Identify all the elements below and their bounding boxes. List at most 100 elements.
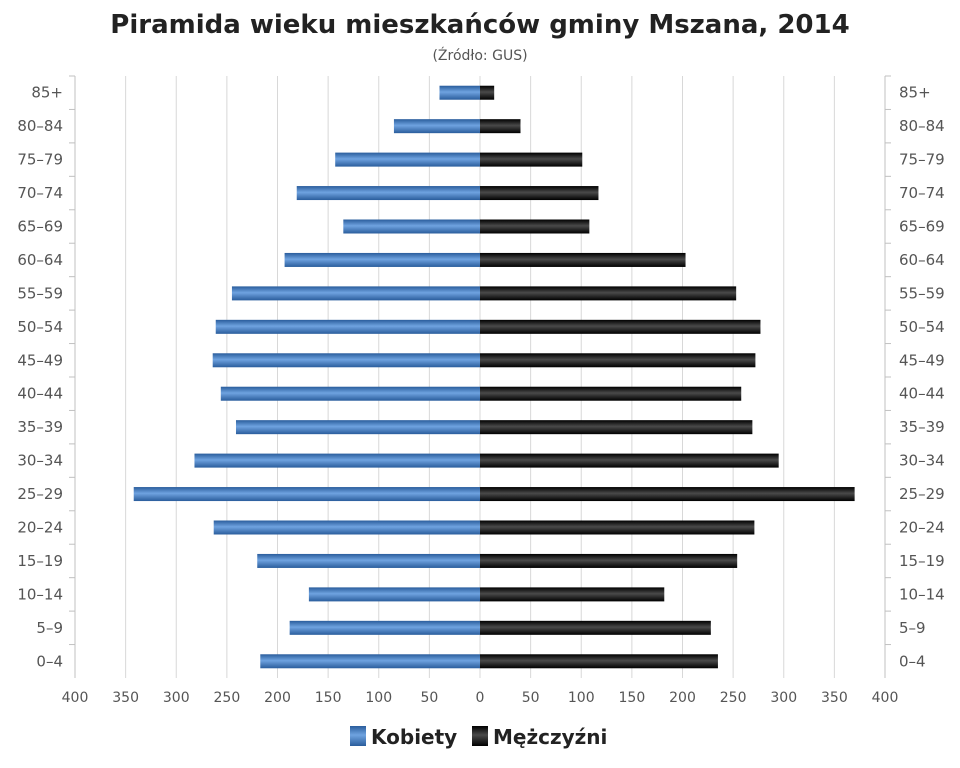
bar-kobiety bbox=[235, 420, 480, 435]
y-category-label-left: 65–69 bbox=[17, 218, 63, 236]
y-category-label-right: 55–59 bbox=[899, 284, 945, 302]
bar-kobiety bbox=[212, 353, 480, 368]
y-category-label-right: 70–74 bbox=[899, 184, 945, 202]
bar-kobiety bbox=[194, 453, 480, 468]
chart-subtitle: (Źródło: GUS) bbox=[432, 46, 527, 64]
y-category-label-right: 45–49 bbox=[899, 351, 945, 369]
x-tick-label: 100 bbox=[365, 690, 392, 706]
legend-label: Kobiety bbox=[371, 725, 457, 749]
legend: Kobiety Mężczyźni bbox=[350, 725, 607, 749]
y-category-label-right: 0–4 bbox=[899, 652, 926, 670]
y-category-label-right: 30–34 bbox=[899, 452, 945, 470]
x-tick-label: 300 bbox=[770, 690, 797, 706]
bar-mezczyzni bbox=[480, 219, 590, 234]
bar-mezczyzni bbox=[480, 152, 583, 167]
bar-mezczyzni bbox=[480, 386, 742, 401]
y-category-label-left: 80–84 bbox=[17, 117, 63, 135]
bar-kobiety bbox=[213, 520, 480, 535]
chart-title: Piramida wieku mieszkańców gminy Mszana,… bbox=[110, 10, 849, 40]
y-category-label-right: 5–9 bbox=[899, 619, 926, 637]
bar-mezczyzni bbox=[480, 420, 753, 435]
bar-mezczyzni bbox=[480, 353, 756, 368]
legend-label: Mężczyźni bbox=[493, 725, 607, 749]
bar-mezczyzni bbox=[480, 654, 718, 669]
bar-mezczyzni bbox=[480, 252, 686, 267]
y-category-label-left: 5–9 bbox=[36, 619, 63, 637]
bar-mezczyzni bbox=[480, 119, 521, 134]
bar-kobiety bbox=[439, 85, 480, 100]
bar-kobiety bbox=[393, 119, 480, 134]
bar-kobiety bbox=[343, 219, 480, 234]
bar-mezczyzni bbox=[480, 587, 665, 602]
x-tick-label: 250 bbox=[214, 690, 241, 706]
y-category-label-left: 10–14 bbox=[17, 585, 63, 603]
y-category-label-right: 25–29 bbox=[899, 485, 945, 503]
y-category-label-right: 75–79 bbox=[899, 151, 945, 169]
legend-swatch bbox=[472, 726, 488, 746]
bar-kobiety bbox=[296, 186, 480, 201]
bar-mezczyzni bbox=[480, 553, 738, 568]
y-category-label-left: 30–34 bbox=[17, 452, 63, 470]
bar-kobiety bbox=[220, 386, 481, 401]
bars-layer bbox=[133, 85, 855, 669]
y-category-label-right: 15–19 bbox=[899, 552, 945, 570]
x-tick-label: 100 bbox=[568, 690, 595, 706]
legend-item-kobiety[interactable]: Kobiety bbox=[350, 725, 457, 749]
x-tick-label: 150 bbox=[315, 690, 342, 706]
y-category-label-left: 70–74 bbox=[17, 184, 63, 202]
y-category-label-left: 50–54 bbox=[17, 318, 63, 336]
y-category-label-left: 60–64 bbox=[17, 251, 63, 269]
bar-kobiety bbox=[284, 252, 480, 267]
x-tick-label: 50 bbox=[522, 690, 540, 706]
y-category-label-right: 80–84 bbox=[899, 117, 945, 135]
y-category-label-left: 55–59 bbox=[17, 284, 63, 302]
bar-kobiety bbox=[257, 553, 480, 568]
bar-kobiety bbox=[260, 654, 480, 669]
bar-mezczyzni bbox=[480, 453, 779, 468]
bar-kobiety bbox=[231, 286, 480, 301]
y-category-label-left: 15–19 bbox=[17, 552, 63, 570]
x-tick-label: 50 bbox=[420, 690, 438, 706]
bar-mezczyzni bbox=[480, 487, 855, 502]
bar-mezczyzni bbox=[480, 620, 711, 635]
y-category-label-left: 40–44 bbox=[17, 385, 63, 403]
x-tick-label: 200 bbox=[264, 690, 291, 706]
x-tick-label: 350 bbox=[821, 690, 848, 706]
y-category-label-right: 40–44 bbox=[899, 385, 945, 403]
x-tick-label: 150 bbox=[619, 690, 646, 706]
y-category-label-left: 20–24 bbox=[17, 519, 63, 537]
y-category-label-left: 85+ bbox=[31, 84, 63, 102]
y-category-label-left: 35–39 bbox=[17, 418, 63, 436]
y-category-label-right: 10–14 bbox=[899, 585, 945, 603]
x-tick-label: 250 bbox=[720, 690, 747, 706]
x-tick-label: 200 bbox=[669, 690, 696, 706]
x-tick-label: 350 bbox=[112, 690, 139, 706]
bar-mezczyzni bbox=[480, 85, 495, 100]
y-category-label-left: 0–4 bbox=[36, 652, 63, 670]
bar-kobiety bbox=[308, 587, 480, 602]
y-category-label-right: 50–54 bbox=[899, 318, 945, 336]
bar-kobiety bbox=[133, 487, 480, 502]
bar-kobiety bbox=[289, 620, 480, 635]
y-category-label-left: 25–29 bbox=[17, 485, 63, 503]
bar-mezczyzni bbox=[480, 319, 761, 334]
y-category-label-right: 35–39 bbox=[899, 418, 945, 436]
bar-kobiety bbox=[335, 152, 480, 167]
bar-mezczyzni bbox=[480, 520, 755, 535]
grid-layer bbox=[69, 75, 891, 678]
x-tick-label: 400 bbox=[62, 690, 89, 706]
legend-item-mezczyzni[interactable]: Mężczyźni bbox=[472, 725, 607, 749]
x-tick-label: 300 bbox=[163, 690, 190, 706]
y-category-label-right: 20–24 bbox=[899, 519, 945, 537]
y-category-label-right: 60–64 bbox=[899, 251, 945, 269]
x-tick-label: 400 bbox=[872, 690, 899, 706]
y-category-label-right: 65–69 bbox=[899, 218, 945, 236]
y-category-label-left: 75–79 bbox=[17, 151, 63, 169]
bar-mezczyzni bbox=[480, 286, 737, 301]
x-tick-label: 0 bbox=[476, 690, 485, 706]
y-category-label-left: 45–49 bbox=[17, 351, 63, 369]
bar-kobiety bbox=[215, 319, 481, 334]
y-category-label-right: 85+ bbox=[899, 84, 931, 102]
legend-swatch bbox=[350, 726, 366, 746]
